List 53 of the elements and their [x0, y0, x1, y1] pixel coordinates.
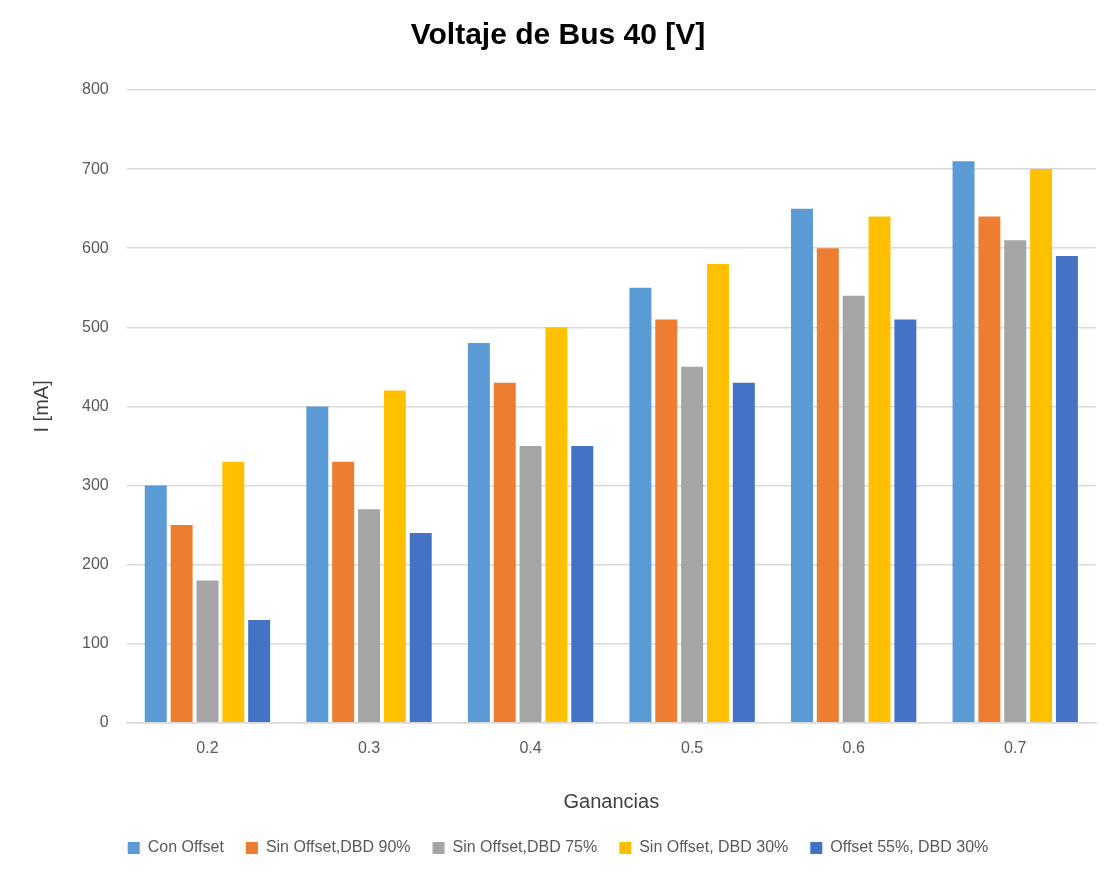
legend-label: Sin Offset,DBD 75% — [452, 838, 598, 856]
bar — [706, 264, 729, 723]
x-axis-title: Ganancias — [563, 789, 660, 812]
bar — [842, 295, 865, 723]
bar — [467, 343, 490, 723]
x-tick-label: 0.7 — [1004, 738, 1027, 756]
bar — [571, 445, 594, 723]
y-tick-label: 0 — [99, 713, 109, 731]
x-tick-label: 0.6 — [842, 738, 865, 756]
y-tick-label: 700 — [81, 159, 109, 177]
legend-label: Con Offset — [147, 838, 225, 856]
x-tick-label: 0.5 — [681, 738, 704, 756]
y-tick-label: 600 — [81, 238, 109, 256]
bar — [681, 366, 704, 723]
bar — [868, 216, 891, 723]
bar — [545, 327, 568, 723]
bar — [655, 319, 678, 723]
x-tick-label: 0.4 — [519, 738, 542, 756]
bar — [383, 390, 406, 723]
bar — [196, 580, 219, 723]
y-tick-label: 100 — [81, 634, 109, 652]
bar — [144, 485, 167, 723]
bar — [1030, 169, 1053, 723]
bar — [1004, 240, 1027, 723]
bar — [816, 248, 839, 723]
bar — [790, 208, 813, 723]
y-tick-label: 800 — [81, 80, 109, 98]
y-tick-label: 300 — [81, 475, 109, 493]
bar — [1055, 256, 1078, 723]
bar — [358, 509, 381, 723]
y-tick-label: 500 — [81, 317, 109, 335]
legend-label: Sin Offset,DBD 90% — [265, 838, 411, 856]
bar — [332, 461, 355, 723]
bar — [519, 445, 542, 723]
y-tick-label: 200 — [81, 555, 109, 573]
bar — [170, 525, 193, 723]
bar — [248, 619, 271, 723]
bar — [409, 532, 432, 723]
bar — [222, 461, 245, 723]
x-tick-label: 0.2 — [196, 738, 219, 756]
bar — [306, 406, 329, 723]
chart-title: Voltaje de Bus 40 [V] — [410, 17, 706, 51]
x-tick-label: 0.3 — [357, 738, 381, 756]
y-axis-title: I [mA] — [29, 380, 52, 433]
bar — [493, 382, 516, 723]
legend-label: Sin Offset, DBD 30% — [639, 838, 789, 856]
y-tick-label: 400 — [81, 396, 109, 414]
bar — [732, 382, 755, 723]
bar — [952, 161, 975, 723]
bar — [978, 216, 1001, 723]
bar — [894, 319, 917, 723]
bar — [629, 287, 652, 723]
legend-label: Offset 55%, DBD 30% — [830, 838, 989, 856]
